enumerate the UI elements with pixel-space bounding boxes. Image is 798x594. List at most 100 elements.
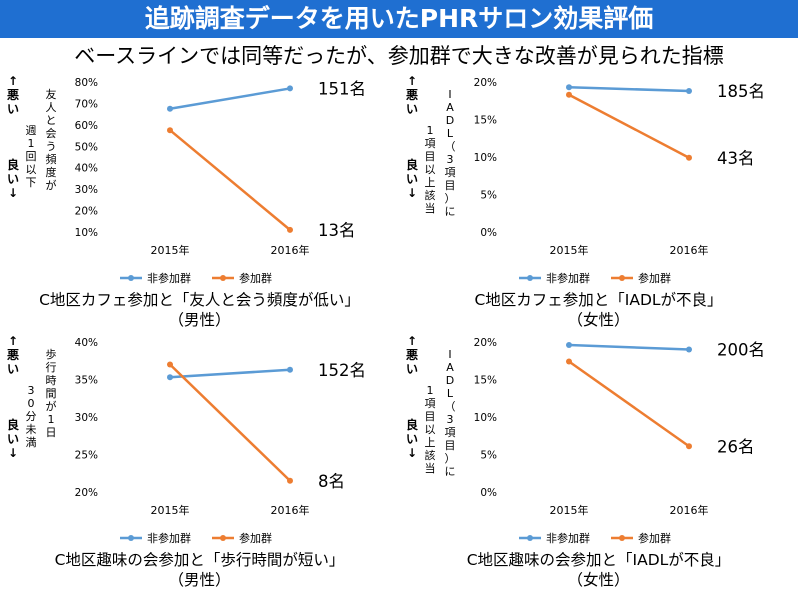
data-point — [167, 105, 173, 112]
legend-label: 非参加群 — [546, 531, 590, 545]
axis-bad-label: ↑悪い — [6, 334, 19, 376]
legend-label: 非参加群 — [147, 531, 191, 545]
y-axis-label-inner: I A D L （3 項目）に — [444, 88, 456, 218]
y-tick-label: 20% — [474, 337, 497, 349]
page-title: 追跡調査データを用いたPHRサロン効果評価 — [0, 0, 798, 38]
y-tick-label: 15% — [474, 375, 497, 387]
y-tick-label: 5% — [480, 190, 497, 202]
y-tick-label: 25% — [75, 450, 98, 462]
y-tick-label: 60% — [75, 120, 98, 132]
chart-panel-cafe-friends-male: ↑悪い良い↓ 週 1 回以下友人と会う頻度が 10% 20% 30% 40% 50% 60% 70%… — [0, 66, 399, 329]
chart-caption-group: （男性） — [168, 311, 231, 329]
x-tick-label: 2016年 — [271, 503, 310, 517]
line-chart: 10% 20% 30% 40% 50% 60% 70% 80% 2015年 2016年 151名 13… — [75, 77, 366, 285]
legend-marker — [220, 275, 226, 281]
data-label: 185名 — [717, 82, 765, 101]
data-point — [167, 127, 173, 134]
data-label: 8名 — [318, 472, 345, 491]
y-tick-label: 10% — [75, 227, 98, 239]
data-label: 152名 — [318, 361, 366, 380]
data-label: 26名 — [717, 437, 755, 456]
y-tick-label: 30% — [75, 184, 98, 196]
data-point — [287, 85, 293, 92]
legend-marker — [527, 275, 533, 281]
y-tick-label: 0% — [480, 487, 497, 499]
x-tick-label: 2015年 — [151, 503, 190, 517]
legend-label: 参加群 — [239, 271, 272, 285]
y-tick-label: 20% — [75, 206, 98, 218]
series-line — [568, 343, 690, 351]
legend-label: 非参加群 — [546, 271, 590, 285]
x-tick-label: 2015年 — [550, 243, 589, 257]
data-label: 13名 — [318, 221, 356, 240]
data-label: 151名 — [318, 79, 366, 98]
x-tick-label: 2016年 — [271, 243, 310, 257]
y-tick-label: 80% — [75, 77, 98, 89]
y-tick-label: 15% — [474, 115, 497, 127]
y-tick-label: 70% — [75, 98, 98, 110]
y-tick-label: 30% — [75, 412, 98, 424]
legend-label: 参加群 — [638, 531, 671, 545]
chart-caption-group: （男性） — [168, 571, 231, 589]
series-line — [169, 129, 291, 231]
y-tick-label: 0% — [480, 227, 497, 239]
axis-good-label: 良い↓ — [405, 158, 418, 200]
data-point — [167, 374, 173, 381]
legend-marker — [619, 275, 625, 281]
series-line — [568, 86, 690, 93]
series-line — [568, 360, 690, 448]
legend-marker — [220, 535, 226, 541]
y-axis-label-inner: I A D L （3 項目）に — [444, 348, 456, 478]
y-tick-label: 20% — [75, 487, 98, 499]
chart-caption: C地区カフェ参加と「IADLが不良」 — [474, 291, 723, 309]
y-tick-label: 50% — [75, 141, 98, 153]
data-point — [167, 361, 173, 368]
data-point — [287, 226, 293, 233]
y-axis-label-inner: 友人と会う頻度が — [45, 88, 57, 192]
x-tick-label: 2016年 — [670, 503, 709, 517]
axis-bad-label: ↑悪い — [6, 74, 19, 116]
data-point — [566, 358, 572, 365]
legend-marker — [128, 535, 134, 541]
data-point — [686, 88, 692, 94]
data-point — [287, 477, 293, 484]
chart-panel-cafe-iadl-female: ↑悪い 良い↓ 1 項目以上該当 I A D L （3 項目）に 0% 5% 10% 15% 20% 2015… — [399, 66, 798, 329]
y-tick-label: 10% — [474, 152, 497, 164]
y-tick-label: 35% — [75, 375, 98, 387]
axis-good-label: 良い↓ — [6, 158, 19, 200]
data-point — [686, 346, 692, 353]
chart-caption: C地区カフェ参加と「友人と会う頻度が低い」 — [39, 291, 360, 309]
data-point — [566, 91, 572, 98]
legend-label: 参加群 — [638, 271, 671, 285]
x-tick-label: 2015年 — [550, 503, 589, 517]
y-tick-label: 20% — [474, 77, 497, 89]
series-line — [169, 363, 291, 482]
legend-marker — [619, 535, 625, 541]
chart-caption-group: （女性） — [567, 311, 630, 329]
y-tick-label: 40% — [75, 163, 98, 175]
axis-bad-label: ↑悪い — [405, 334, 418, 376]
x-tick-label: 2016年 — [670, 243, 709, 257]
legend-label: 参加群 — [239, 531, 272, 545]
legend-label: 非参加群 — [147, 271, 191, 285]
series-line — [169, 87, 291, 111]
data-point — [566, 342, 572, 348]
axis-good-label: 良い↓ — [6, 418, 19, 460]
data-label: 200名 — [717, 341, 765, 360]
data-point — [287, 366, 293, 373]
data-point — [566, 84, 572, 91]
data-point — [686, 443, 692, 450]
series-line — [568, 93, 690, 159]
y-tick-label: 40% — [75, 337, 98, 349]
chart-panel-hobby-walking-male: ↑悪い 良い↓ 3 0 分未満歩行時間が 1 日 20% 25% 30% 35% 40% 2015年 20… — [0, 326, 399, 589]
data-label: 43名 — [717, 149, 755, 168]
chart-caption-group: （女性） — [567, 571, 630, 589]
x-tick-label: 2015年 — [151, 243, 190, 257]
legend-marker — [128, 275, 134, 281]
